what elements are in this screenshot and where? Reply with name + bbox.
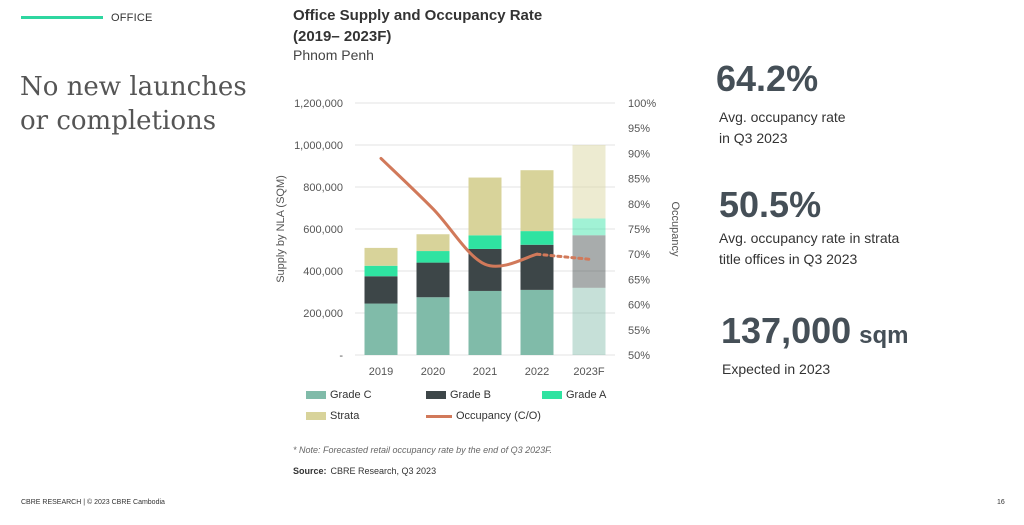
bar-grade-b bbox=[572, 235, 606, 288]
legend-strata: Strata bbox=[306, 410, 359, 422]
source-label: Source: bbox=[293, 466, 327, 476]
source-text: CBRE Research, Q3 2023 bbox=[330, 466, 437, 476]
stat-strata-desc: Avg. occupancy rate in strata title offi… bbox=[719, 228, 899, 270]
bar-strata bbox=[572, 145, 606, 219]
stat-occupancy-value: 64.2% bbox=[716, 58, 818, 100]
bar-grade-a bbox=[364, 265, 398, 277]
x-tick-label: 2023F bbox=[573, 366, 604, 378]
legend-line-occupancy bbox=[426, 414, 452, 418]
legend-occupancy: Occupancy (C/O) bbox=[426, 410, 541, 422]
legend-grade-b: Grade B bbox=[426, 389, 491, 401]
chart-title: Office Supply and Occupancy Rate bbox=[293, 7, 543, 24]
legend-label-strata: Strata bbox=[330, 410, 360, 422]
y-tick-label: 400,000 bbox=[303, 266, 343, 278]
x-tick-label: 2021 bbox=[473, 366, 497, 378]
stat-strata-value: 50.5% bbox=[719, 184, 821, 226]
bar-grade-c bbox=[364, 303, 398, 355]
y-tick-label: - bbox=[339, 350, 343, 362]
legend-label-grade-c: Grade C bbox=[330, 389, 372, 401]
legend-label-grade-b: Grade B bbox=[450, 389, 491, 401]
bar-strata bbox=[416, 234, 450, 252]
bar-grade-c bbox=[520, 289, 554, 355]
bar-grade-a bbox=[468, 235, 502, 249]
occupancy-forecast-line bbox=[535, 252, 591, 261]
chart-subtitle: Phnom Penh bbox=[293, 47, 374, 63]
y-tick-label: 600,000 bbox=[303, 224, 343, 236]
bar-strata bbox=[364, 247, 398, 266]
section-accent-line bbox=[21, 16, 103, 19]
stat-supply-number: 137,000 bbox=[721, 310, 852, 351]
legend-swatch-grade-b bbox=[426, 391, 446, 399]
legend-grade-a: Grade A bbox=[542, 389, 606, 401]
bar-grade-c bbox=[572, 287, 606, 355]
bar-grade-c bbox=[416, 297, 450, 355]
stat-supply-value: 137,000 sqm bbox=[721, 310, 909, 352]
x-tick-label: 2022 bbox=[525, 366, 549, 378]
y2-tick-label: 70% bbox=[628, 249, 650, 261]
bar-grade-b bbox=[364, 276, 398, 304]
legend-swatch-grade-a bbox=[542, 391, 562, 399]
stat-supply-desc: Expected in 2023 bbox=[722, 359, 830, 380]
stat-strata-desc-line2: title offices in Q3 2023 bbox=[719, 251, 858, 267]
bar-grade-a bbox=[416, 251, 450, 263]
bar-grade-a bbox=[572, 218, 606, 236]
stat-occupancy-number: 64.2% bbox=[716, 58, 819, 99]
occupancy-line bbox=[379, 156, 539, 268]
legend-grade-c: Grade C bbox=[306, 389, 372, 401]
bar-grade-b bbox=[520, 244, 554, 290]
y-tick-label: 800,000 bbox=[303, 182, 343, 194]
bar-grade-a bbox=[520, 231, 554, 245]
x-tick-label: 2019 bbox=[369, 366, 393, 378]
y-axis-label: Supply by NLA (SQM) bbox=[275, 175, 287, 283]
stat-strata-number: 50.5% bbox=[719, 184, 822, 225]
y2-tick-label: 65% bbox=[628, 274, 650, 286]
y-tick-label: 1,200,000 bbox=[294, 98, 343, 110]
bar-strata bbox=[468, 177, 502, 236]
stat-supply-desc-line1: Expected in 2023 bbox=[722, 361, 831, 377]
stat-occupancy-desc: Avg. occupancy rate in Q3 2023 bbox=[719, 107, 846, 149]
stat-occupancy-desc-line1: Avg. occupancy rate bbox=[719, 109, 846, 125]
y2-tick-label: 85% bbox=[628, 174, 650, 186]
y2-tick-label: 95% bbox=[628, 123, 650, 135]
y2-tick-label: 75% bbox=[628, 224, 650, 236]
headline: No new launches or completions bbox=[20, 72, 247, 136]
legend-label-grade-a: Grade A bbox=[566, 389, 607, 401]
footer-copyright: CBRE RESEARCH | © 2023 CBRE Cambodia bbox=[21, 499, 165, 506]
stat-supply-unit: sqm bbox=[859, 322, 909, 349]
bar-grade-c bbox=[468, 290, 502, 355]
y-tick-label: 1,000,000 bbox=[294, 140, 343, 152]
bar-grade-b bbox=[416, 262, 450, 298]
bar-strata bbox=[520, 170, 554, 232]
legend-swatch-strata bbox=[306, 412, 326, 420]
chart-note: * Note: Forecasted retail occupancy rate… bbox=[293, 445, 552, 455]
y2-tick-label: 100% bbox=[628, 98, 656, 110]
y2-tick-label: 60% bbox=[628, 300, 650, 312]
x-tick-label: 2020 bbox=[421, 366, 445, 378]
y2-axis-label: Occupancy bbox=[669, 201, 681, 257]
y2-tick-label: 90% bbox=[628, 148, 650, 160]
y-tick-label: 200,000 bbox=[303, 308, 343, 320]
y2-tick-label: 50% bbox=[628, 350, 650, 362]
chart-title-years: (2019– 2023F) bbox=[293, 28, 392, 45]
legend-swatch-grade-c bbox=[306, 391, 326, 399]
stat-strata-desc-line1: Avg. occupancy rate in strata bbox=[719, 230, 900, 246]
section-label: OFFICE bbox=[111, 12, 153, 24]
chart-source: Source: CBRE Research, Q3 2023 bbox=[293, 466, 436, 476]
stat-occupancy-desc-line2: in Q3 2023 bbox=[719, 130, 788, 146]
y2-tick-label: 55% bbox=[628, 325, 650, 337]
legend-label-occupancy: Occupancy (C/O) bbox=[456, 410, 541, 422]
y2-tick-label: 80% bbox=[628, 199, 650, 211]
page-number: 16 bbox=[997, 499, 1005, 506]
